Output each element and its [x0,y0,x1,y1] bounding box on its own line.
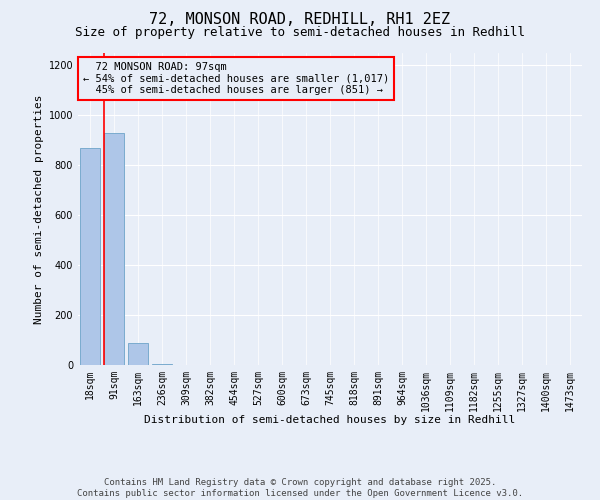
Bar [80,148,100,365]
Text: 72 MONSON ROAD: 97sqm
← 54% of semi-detached houses are smaller (1,017)
  45% of: 72 MONSON ROAD: 97sqm ← 54% of semi-deta… [83,62,389,95]
Bar [128,342,148,365]
X-axis label: Distribution of semi-detached houses by size in Redhill: Distribution of semi-detached houses by … [145,415,515,425]
Text: Size of property relative to semi-detached houses in Redhill: Size of property relative to semi-detach… [75,26,525,39]
Y-axis label: Number of semi-detached properties: Number of semi-detached properties [34,94,44,324]
Text: 72, MONSON ROAD, REDHILL, RH1 2EZ: 72, MONSON ROAD, REDHILL, RH1 2EZ [149,12,451,28]
Bar [104,132,124,365]
Bar [152,364,172,365]
Text: Contains HM Land Registry data © Crown copyright and database right 2025.
Contai: Contains HM Land Registry data © Crown c… [77,478,523,498]
